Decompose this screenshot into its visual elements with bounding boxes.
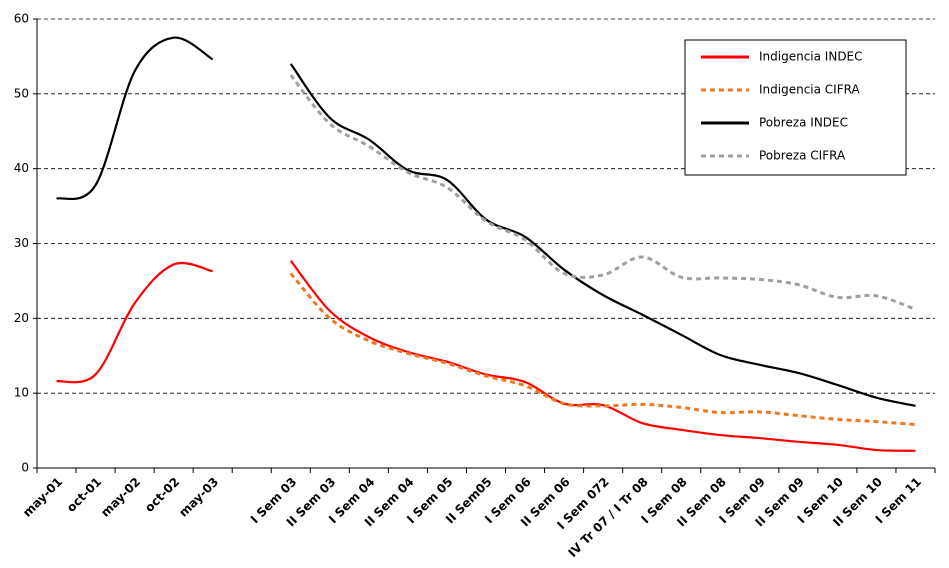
x-tick-label: may-01 — [20, 475, 65, 520]
y-tick-label: 60 — [14, 12, 29, 26]
series-line — [289, 63, 916, 407]
x-tick-label: may-02 — [98, 475, 143, 520]
legend-label: Indigencia INDEC — [759, 50, 863, 64]
series-line — [289, 260, 916, 452]
y-tick-label: 10 — [14, 386, 29, 400]
legend: Indigencia INDEC Indigencia CIFRA Pobreza … — [684, 39, 907, 176]
series-line — [56, 261, 213, 384]
y-tick-label: 30 — [14, 236, 29, 250]
y-tick-label: 20 — [14, 311, 29, 325]
legend-label: Pobreza INDEC — [759, 116, 848, 130]
y-tick-label: 40 — [14, 161, 29, 175]
legend-label: Pobreza CIFRA — [759, 149, 846, 163]
series-line — [56, 36, 214, 201]
legend-label: Indigencia CIFRA — [759, 83, 860, 97]
x-tick-label: may-03 — [176, 475, 221, 520]
legend-box — [684, 39, 907, 176]
y-tick-label: 50 — [14, 86, 29, 100]
y-tick-label: 0 — [21, 461, 29, 475]
